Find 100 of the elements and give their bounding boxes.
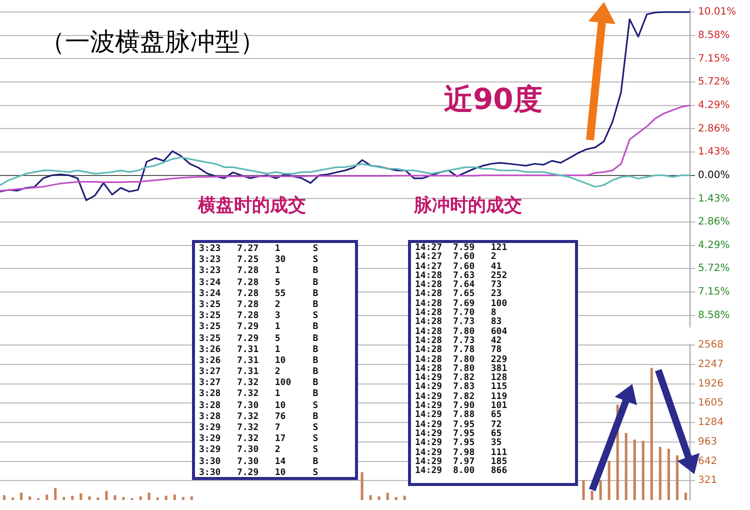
annotation: 14:29 7.83 115 [415,382,508,392]
bar [642,440,644,500]
annotation: 3:30 7.29 10 S [199,468,320,479]
y-tick-label: 8.58% [698,30,730,42]
annotation: 14:29 7.97 185 [415,456,508,467]
y-tick-label: 5.72% [698,76,730,88]
bar [62,496,66,500]
y-tick-label: 1.43% [698,193,730,204]
bar [80,493,82,500]
annotation: 3:26 7.31 1 B [199,344,320,356]
y-tick-label: 1284 [698,417,724,428]
y-tick-label: 0.00% [698,170,730,181]
y-tick-label: 1926 [698,378,724,390]
y-tick-label: 4.29% [698,240,730,251]
bar [667,448,670,500]
annotation: 14:28 7.70 8 [415,308,496,318]
bar [2,495,6,500]
annotation: 3:30 7.30 14 B [199,456,320,468]
y-tick-label: 1605 [698,398,724,409]
bar [54,488,57,500]
annotation: 14:28 7.73 83 [415,317,502,328]
y-tick-label: 4.29% [698,100,730,111]
annotation: 3:27 7.32 100 B [199,378,320,389]
bar [182,496,184,500]
annotation: 14:28 7.73 42 [415,336,503,346]
y-tick-label: 642 [698,456,718,467]
bar [658,446,662,500]
bar [46,494,48,500]
bar [394,496,398,500]
bar [139,496,142,500]
annotation: 14:28 7.63 252 [415,270,508,281]
annotation: 14:29 7.95 35 [415,438,503,448]
bar [608,460,610,500]
y-tick-label: 1.43% [698,146,730,158]
y-tick-label: 2.86% [698,123,730,134]
annotation: 14:29 7.82 119 [415,392,508,402]
annotation: 14:27 7.59 121 [415,243,508,253]
bar [173,494,176,500]
annotation: 3:24 7.28 5 B [199,278,320,289]
annotation: 3:29 7.32 17 S [199,434,320,445]
annotation: 3:25 7.29 1 B [199,322,320,334]
bar [105,490,108,500]
text: 横盘时的成交 [198,194,306,217]
annotation: 14:29 7.90 101 [415,401,508,412]
bar [378,496,380,500]
annotation: （一波横盘脉冲型） [40,27,265,56]
bar [122,496,125,500]
y-tick-label: 5.72% [698,263,730,274]
annotation: 14:28 7.80 381 [415,364,508,374]
text: 脉冲时的成交 [414,194,522,217]
annotation: 3:25 7.28 3 S [199,311,320,322]
bar [88,496,91,500]
annotation: 3:23 7.28 1 B [199,266,320,278]
annotation: 3:27 7.31 2 B [199,367,320,378]
annotation: 3:28 7.30 10 S [199,400,320,412]
annotation: 14:27 7.60 41 [415,262,502,272]
bar [164,496,168,500]
bar [676,455,678,500]
annotation: 近90度 [444,82,542,116]
annotation: 3:28 7.32 76 B [199,412,320,423]
bar [190,496,193,500]
annotation: 14:28 7.80 604 [415,326,508,337]
y-tick-label: 2247 [698,358,724,370]
annotation: 14:28 7.69 100 [415,298,508,309]
annotation: 14:28 7.80 229 [415,354,508,365]
annotation: 14:29 8.00 866 [415,466,508,476]
annotation: 3:26 7.31 10 B [199,356,320,367]
annotation: 14:27 7.60 2 [415,252,498,262]
annotation: 14:28 7.64 73 [415,280,503,290]
bar [582,480,585,500]
y-tick-label: 963 [698,436,718,448]
bar [369,495,372,500]
y-tick-label: 7.15% [698,286,730,298]
y-tick-label: 2568 [698,340,724,351]
annotation: 14:29 7.88 65 [415,410,503,420]
bar [650,368,653,500]
annotation: 14:29 7.82 128 [415,373,508,384]
bar [590,490,594,500]
bar [624,433,628,500]
annotation: 14:29 7.95 72 [415,420,503,430]
annotation: 3:25 7.28 2 B [199,300,320,311]
annotation: 3:24 7.28 55 B [199,288,320,300]
bar [148,492,150,500]
annotation: 3:29 7.30 2 S [199,445,320,457]
text: 3:25 7.29 5 B [199,334,320,345]
bar [599,480,602,500]
annotation: 14:28 7.78 78 [415,345,502,356]
y-tick-label: 321 [698,475,718,486]
y-tick-label: 10.01% [698,6,736,18]
bar [114,495,116,500]
bar [28,496,32,500]
annotation: 14:28 7.65 23 [415,289,503,300]
bar [20,492,23,500]
annotation: 14:29 7.98 111 [415,448,508,458]
bar [386,492,389,500]
annotation: 14:29 7.95 65 [415,428,503,439]
y-tick-label: 2.86% [698,216,730,228]
bar [684,492,688,500]
bar [360,472,364,500]
annotation: 3:29 7.32 7 S [199,423,320,434]
